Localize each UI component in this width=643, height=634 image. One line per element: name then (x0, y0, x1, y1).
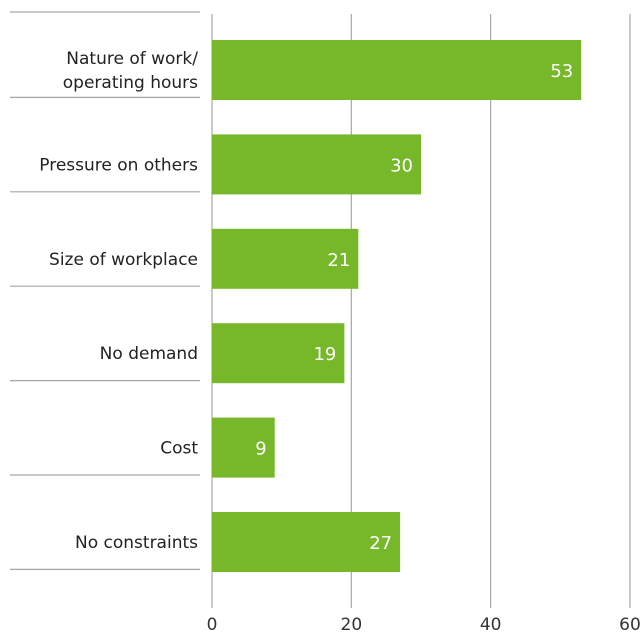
x-tick-label-20: 20 (341, 615, 363, 634)
bar (212, 323, 345, 384)
bar (212, 417, 275, 478)
category-label-line: operating hours (63, 73, 198, 93)
category-label-line: Nature of work/ (66, 49, 198, 69)
category-label-line: Cost (160, 439, 198, 459)
data-label: 9 (255, 439, 266, 460)
category-label-line: No demand (100, 344, 198, 364)
bar (212, 228, 359, 289)
data-label: 27 (369, 533, 392, 554)
bar (212, 40, 582, 100)
x-tick-labels: 0 20 40 60 (207, 615, 641, 634)
x-tick-label-60: 60 (619, 615, 641, 634)
category-label: Nature of work/operating hours (63, 49, 198, 93)
data-label: 21 (327, 250, 350, 271)
x-tick-label-0: 0 (207, 615, 218, 634)
category-label-line: Pressure on others (39, 155, 198, 175)
category-label-line: Size of workplace (49, 250, 198, 270)
data-label: 19 (313, 344, 336, 365)
bar (212, 512, 401, 572)
data-labels: 53 30 21 19 9 27 (255, 61, 573, 554)
category-label: Size of workplace (49, 250, 198, 270)
category-label-line: No constraints (75, 533, 198, 553)
grid-lines (211, 14, 631, 608)
category-label: No demand (100, 344, 198, 364)
bars (212, 40, 582, 572)
data-label: 53 (550, 61, 573, 82)
category-separators (10, 11, 200, 571)
bar (212, 134, 421, 195)
category-label: No constraints (75, 533, 198, 553)
category-label: Pressure on others (39, 155, 198, 175)
data-label: 30 (390, 155, 413, 176)
category-labels: Nature of work/operating hours Pressure o… (39, 49, 198, 553)
x-tick-label-40: 40 (480, 615, 502, 634)
category-label: Cost (160, 439, 198, 459)
